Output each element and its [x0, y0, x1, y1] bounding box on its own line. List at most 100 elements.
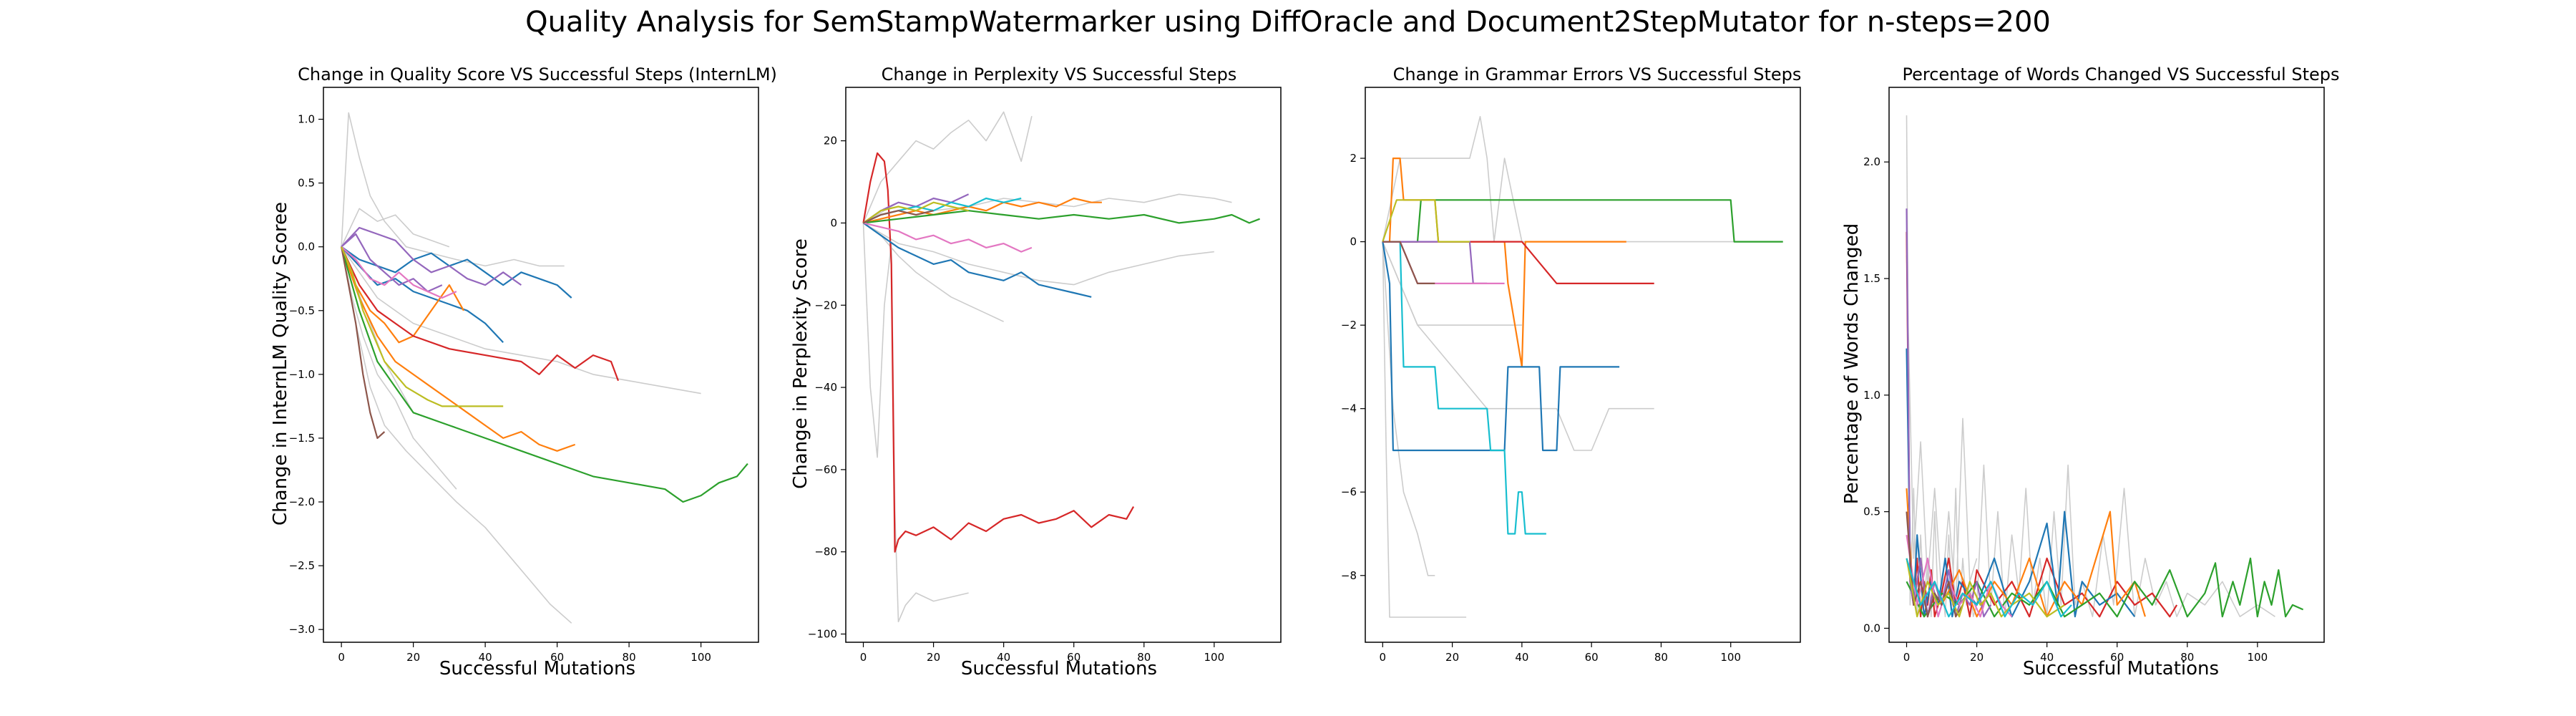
figure-title: Quality Analysis for SemStampWatermarker…: [525, 6, 2051, 39]
series-line-gray: [341, 246, 572, 624]
plot-frame: [845, 87, 1282, 643]
y-tick-label: −40: [814, 381, 837, 394]
x-tick-label: 80: [1137, 651, 1151, 664]
y-tick-label: −1.0: [289, 368, 315, 381]
series-line-gray: [1382, 241, 1522, 326]
y-tick-label: 0.5: [1863, 505, 1880, 518]
axes-title: Change in Grammar Errors VS Successful S…: [1393, 64, 1802, 84]
series-line-gray: [341, 246, 701, 395]
y-tick-label: 0.0: [1863, 621, 1880, 634]
x-tick-label: 40: [479, 651, 492, 664]
x-tick-label: 80: [623, 651, 636, 664]
series-line-olive: [862, 201, 969, 224]
y-tick-label: 0.0: [298, 241, 315, 253]
axes-title: Change in Perplexity VS Successful Steps: [882, 64, 1237, 84]
x-tick-label: 100: [1720, 651, 1741, 664]
series-line-gray: [862, 223, 969, 623]
x-tick-label: 20: [406, 651, 420, 664]
x-tick-label: 0: [860, 651, 867, 664]
plot-frame: [323, 87, 759, 643]
x-tick-label: 100: [691, 651, 711, 664]
series-line-green: [863, 210, 1260, 224]
y-tick-label: −2.5: [289, 559, 315, 572]
y-tick-label: −6: [1341, 485, 1357, 498]
y-tick-label: 20: [824, 135, 837, 147]
x-tick-label: 40: [997, 651, 1010, 664]
series-group: [341, 112, 748, 624]
series-line-brown: [863, 210, 934, 224]
y-tick-label: −3.0: [289, 623, 315, 636]
series-line-red: [862, 152, 1135, 553]
x-tick-label: 80: [2180, 651, 2194, 664]
series-line-blue: [862, 222, 1092, 298]
x-tick-label: 20: [1445, 651, 1459, 664]
series-line-olive: [1382, 199, 1470, 243]
series-line-blue: [1382, 241, 1620, 452]
x-tick-label: 40: [1515, 651, 1528, 664]
series-line-olive: [341, 246, 504, 407]
x-tick-label: 20: [1970, 651, 1984, 664]
x-tick-label: 0: [338, 651, 345, 664]
y-tick-label: −20: [814, 299, 837, 311]
y-axis-label: Change in InternLM Quality Scoree: [270, 202, 291, 526]
series-line-purple: [341, 226, 522, 286]
series-line-purple: [1906, 208, 1992, 618]
y-tick-label: −0.5: [289, 304, 315, 317]
y-tick-label: 2.0: [1863, 155, 1880, 168]
series-line-gray: [863, 222, 1004, 322]
series-line-green: [341, 246, 748, 503]
y-tick-label: 1.0: [298, 113, 315, 126]
y-tick-label: −100: [808, 628, 837, 641]
x-axis-label: Successful Mutations: [439, 658, 635, 679]
series-line-blue: [341, 246, 572, 299]
series-group: [1382, 116, 1783, 618]
x-tick-label: 0: [1380, 651, 1387, 664]
series-line-gray: [2081, 488, 2275, 618]
x-axis-label: Successful Mutations: [2023, 658, 2219, 679]
y-tick-label: −4: [1341, 402, 1357, 415]
y-tick-label: −1.5: [289, 432, 315, 445]
series-line-cyan: [1382, 241, 1546, 535]
x-tick-label: 60: [1585, 651, 1599, 664]
x-tick-label: 60: [1067, 651, 1080, 664]
x-tick-label: 100: [1204, 651, 1225, 664]
series-line-gray: [863, 222, 1214, 286]
y-tick-label: −2.0: [289, 495, 315, 508]
series-line-red: [1906, 231, 2178, 618]
series-line-red: [341, 246, 620, 382]
y-tick-label: −80: [814, 546, 837, 558]
series-group: [862, 111, 1260, 623]
series-line-gray: [341, 208, 450, 248]
series-line-cyan: [1906, 558, 2072, 618]
plot-frame: [1365, 87, 1801, 643]
axes-title: Percentage of Words Changed VS Successfu…: [1903, 64, 2340, 84]
series-line-orange: [341, 246, 464, 344]
series-line-green: [1906, 557, 2304, 618]
x-tick-label: 20: [927, 651, 940, 664]
axes-quality-score: Change in Quality Score VS Successful St…: [270, 64, 777, 679]
series-line-pink: [341, 246, 457, 299]
series-line-gray: [1382, 241, 1467, 618]
x-tick-label: 0: [1903, 651, 1911, 664]
y-tick-label: 1.0: [1863, 389, 1880, 402]
x-tick-label: 100: [2248, 651, 2268, 664]
axes-words-changed: Percentage of Words Changed VS Successfu…: [1841, 64, 2339, 679]
y-tick-label: −8: [1341, 569, 1357, 582]
y-tick-label: −2: [1341, 319, 1357, 332]
x-tick-label: 80: [1654, 651, 1668, 664]
axes-title: Change in Quality Score VS Successful St…: [298, 64, 777, 84]
axes-perplexity: Change in Perplexity VS Successful Steps…: [790, 64, 1282, 679]
y-axis-label: Percentage of Words Changed: [1841, 223, 1863, 505]
series-line-orange: [863, 197, 1102, 224]
series-line-green: [1382, 199, 1783, 243]
y-axis-label: Change in Perplexity Score: [790, 238, 811, 489]
series-group: [1906, 115, 2304, 618]
x-axis-label: Successful Mutations: [961, 658, 1157, 679]
y-tick-label: 0: [1350, 236, 1357, 248]
plot-frame: [1888, 87, 2325, 643]
y-tick-label: −60: [814, 463, 837, 476]
series-line-gray: [862, 111, 1033, 223]
series-line-gray: [341, 112, 565, 267]
x-tick-label: 60: [550, 651, 564, 664]
